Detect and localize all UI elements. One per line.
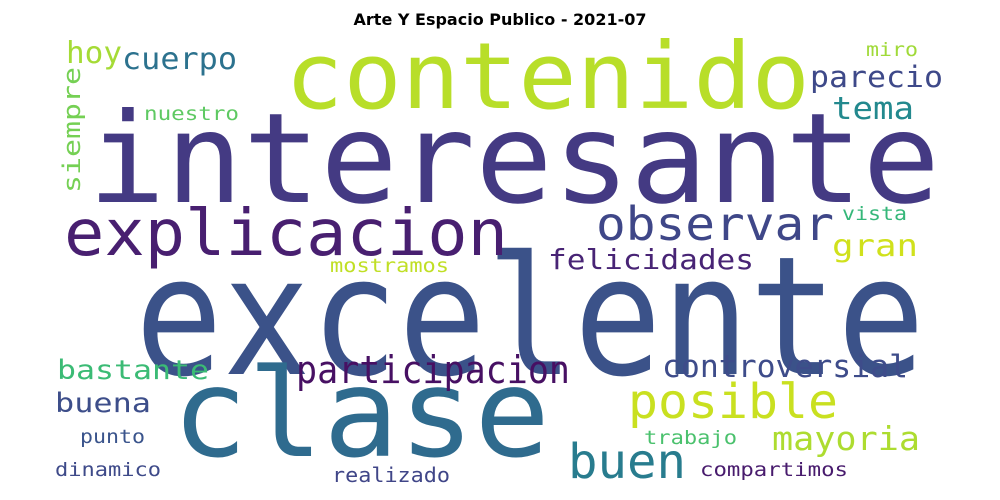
- word-punto: punto: [80, 426, 145, 448]
- word-buena: buena: [55, 388, 151, 419]
- word-cuerpo: cuerpo: [122, 42, 237, 77]
- word-observar: observar: [596, 197, 834, 251]
- word-contenido: contenido: [285, 23, 810, 130]
- word-excelente: excelente: [135, 221, 925, 413]
- word-compartimos: compartimos: [700, 459, 848, 481]
- word-dinamico: dinamico: [55, 459, 161, 481]
- word-controversial: controversial: [662, 349, 908, 385]
- word-bastante: bastante: [57, 355, 209, 386]
- word-vista: vista: [842, 203, 907, 225]
- word-trabajo: trabajo: [644, 427, 737, 449]
- word-buen: buen: [568, 434, 686, 490]
- word-felicidades: felicidades: [548, 243, 754, 276]
- word-nuestro: nuestro: [144, 103, 239, 125]
- word-gran: gran: [832, 229, 918, 264]
- word-interesante: interesante: [88, 87, 940, 232]
- word-participacion: participacion: [296, 348, 570, 392]
- word-clase: clase: [172, 343, 550, 485]
- word-siempre: siempre: [58, 67, 86, 193]
- word-parecio: parecio: [810, 60, 943, 94]
- word-realizado: realizado: [332, 463, 450, 487]
- word-explicacion: explicacion: [64, 197, 508, 271]
- word-tema: tema: [832, 91, 914, 127]
- figure-title: Arte Y Espacio Publico - 2021-07: [353, 10, 647, 29]
- word-miro: miro: [866, 39, 918, 61]
- word-mostramos: mostramos: [330, 255, 449, 277]
- word-mayoria: mayoria: [772, 419, 920, 458]
- word-posible: posible: [628, 374, 838, 430]
- word-hoy: hoy: [66, 36, 122, 71]
